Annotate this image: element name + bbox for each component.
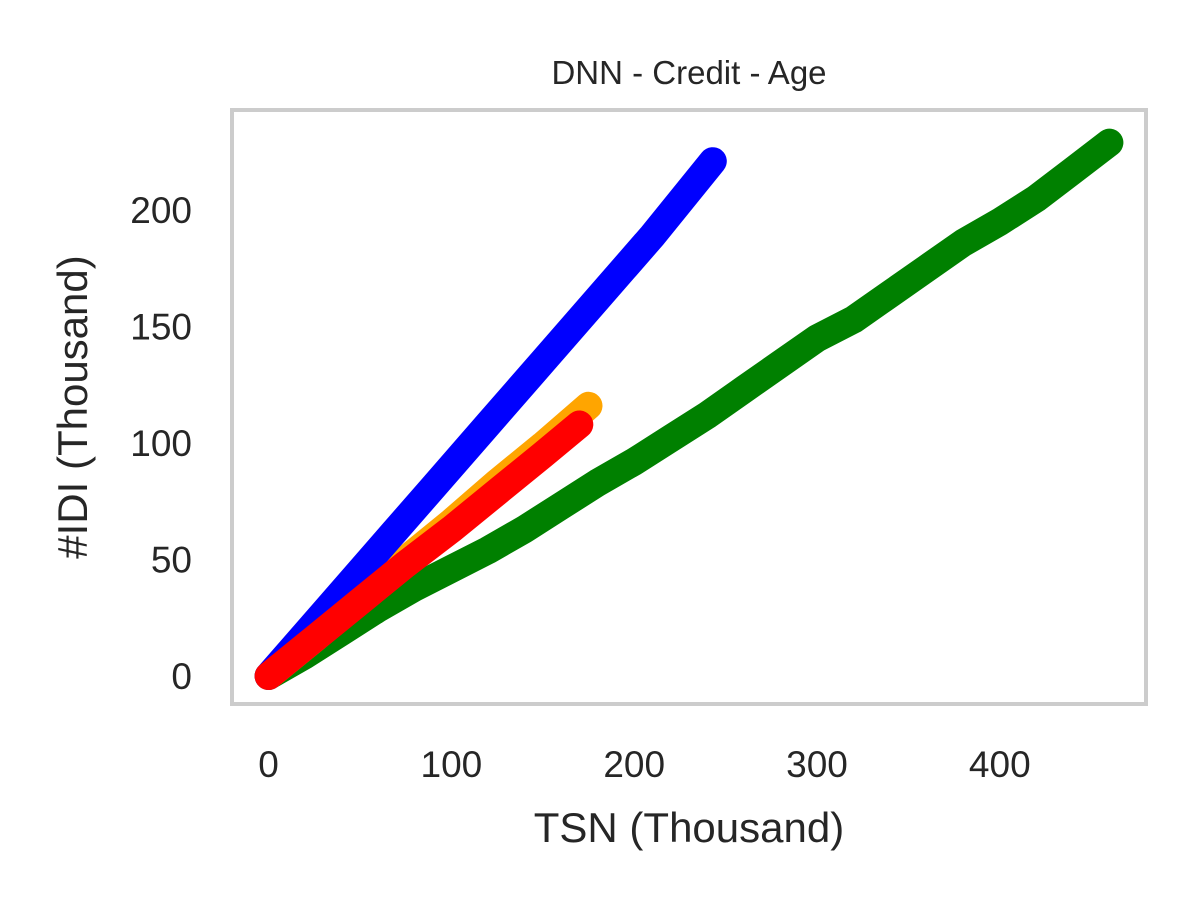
x-tick-labels: 0 100 200 300 400 <box>258 744 1030 785</box>
y-tick-label: 0 <box>171 656 192 697</box>
y-tick-label: 100 <box>130 423 192 464</box>
series-line-3 <box>254 147 727 690</box>
y-axis-label: #IDI (Thousand) <box>49 255 96 558</box>
y-tick-label: 50 <box>151 540 192 581</box>
y-tick-labels: 0 50 100 150 200 <box>130 190 192 697</box>
series-line-4 <box>254 410 594 690</box>
series-layer <box>254 128 1124 690</box>
y-tick-label: 150 <box>130 307 192 348</box>
x-tick-label: 0 <box>258 744 279 785</box>
x-tick-label: 200 <box>603 744 665 785</box>
x-tick-label: 300 <box>786 744 848 785</box>
x-tick-label: 400 <box>969 744 1031 785</box>
x-tick-label: 100 <box>421 744 483 785</box>
x-axis-label: TSN (Thousand) <box>534 804 844 851</box>
chart-title: DNN - Credit - Age <box>551 54 826 91</box>
series-line-1 <box>254 128 1124 690</box>
y-tick-label: 200 <box>130 190 192 231</box>
